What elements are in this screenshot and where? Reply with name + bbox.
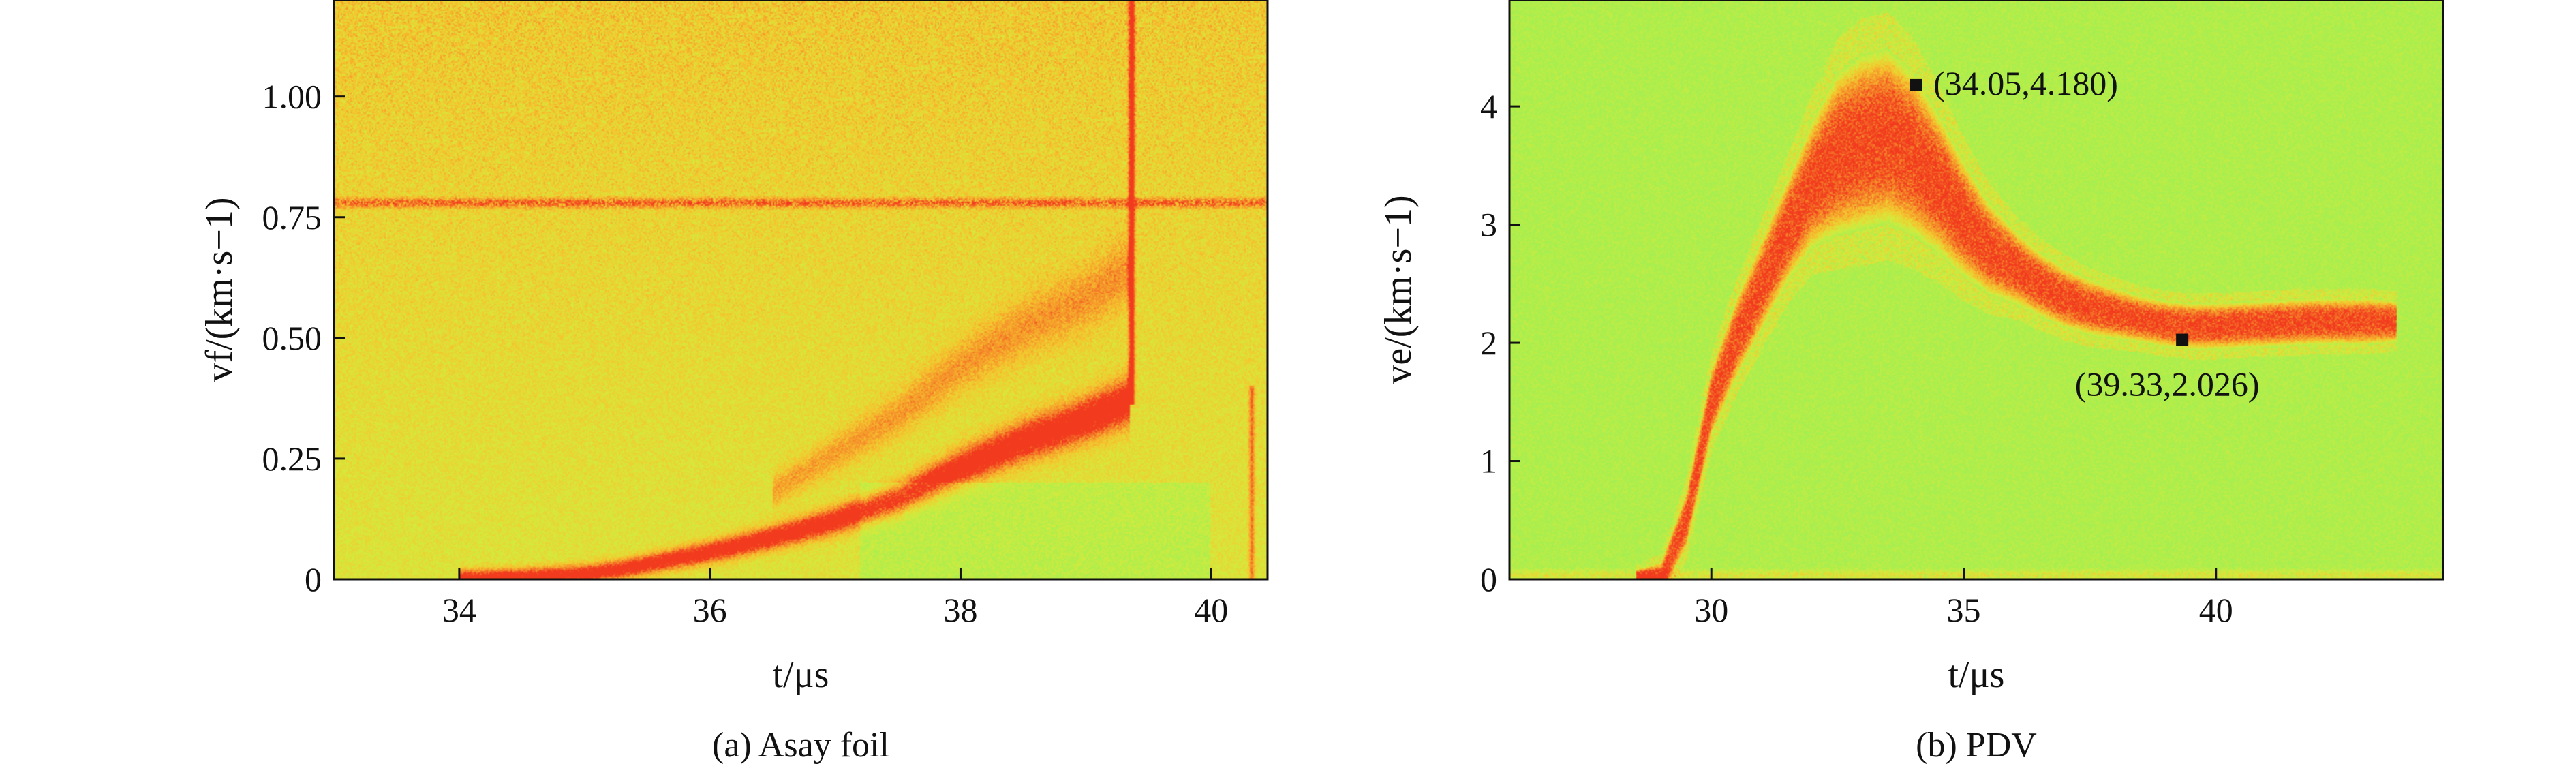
panel-b: 30 35 40 0 1 2 3 4 (34.05,4.180) (39.33,2.026) t… (1377, 0, 2444, 765)
y-tick-label: 0 (305, 560, 322, 598)
y-tick-label: 3 (1480, 206, 1497, 244)
x-tick-label: 40 (1194, 591, 1228, 629)
panel-b-x-axis-label: t/μs (1948, 654, 2005, 696)
panel-b-caption: (b) PDV (1916, 726, 2037, 765)
panel-b-frame (1508, 0, 2444, 581)
panel-b-y-axis-label: ve/(km·s−1) (1377, 195, 1420, 384)
y-tick-label: 0.25 (262, 440, 322, 478)
panel-b-heatmap (1509, 0, 2443, 579)
panel-b-annotations: (34.05,4.180) (39.33,2.026) (1910, 64, 2260, 403)
annotation-label: (34.05,4.180) (1933, 64, 2118, 102)
panel-a-x-axis-label: t/μs (773, 654, 829, 696)
panel-b-tick-marks (1509, 105, 2218, 581)
y-tick-label: 4 (1480, 87, 1497, 125)
annotation-marker (1910, 78, 1922, 91)
x-tick-label: 34 (442, 591, 476, 629)
panel-a-tick-marks (334, 95, 1212, 581)
panel-a-tick-labels: 34 36 38 40 0 0.25 0.50 0.75 1.00 (262, 78, 1229, 629)
y-tick-label: 0 (1480, 560, 1497, 598)
panel-a-heatmap (334, 0, 1268, 579)
y-tick-label: 0.50 (262, 319, 322, 357)
annotation-marker (2176, 333, 2189, 346)
x-tick-label: 36 (693, 591, 727, 629)
panel-a-caption: (a) Asay foil (712, 726, 889, 765)
y-tick-label: 1 (1480, 442, 1497, 480)
panel-a-y-axis-label: vf/(km·s−1) (198, 197, 241, 382)
y-tick-label: 0.75 (262, 198, 322, 236)
annotation-label: (39.33,2.026) (2075, 365, 2260, 403)
x-tick-label: 40 (2199, 591, 2233, 629)
x-tick-label: 38 (943, 591, 977, 629)
panel-a-frame (333, 0, 1269, 581)
panel-b-tick-labels: 30 35 40 0 1 2 3 4 (1480, 87, 2233, 629)
panel-a: 34 36 38 40 0 0.25 0.50 0.75 1.00 t/μs vf/(km·s−… (198, 0, 1269, 765)
y-tick-label: 2 (1480, 324, 1497, 362)
x-tick-label: 30 (1694, 591, 1728, 629)
x-tick-label: 35 (1946, 591, 1980, 629)
y-tick-label: 1.00 (262, 78, 322, 116)
